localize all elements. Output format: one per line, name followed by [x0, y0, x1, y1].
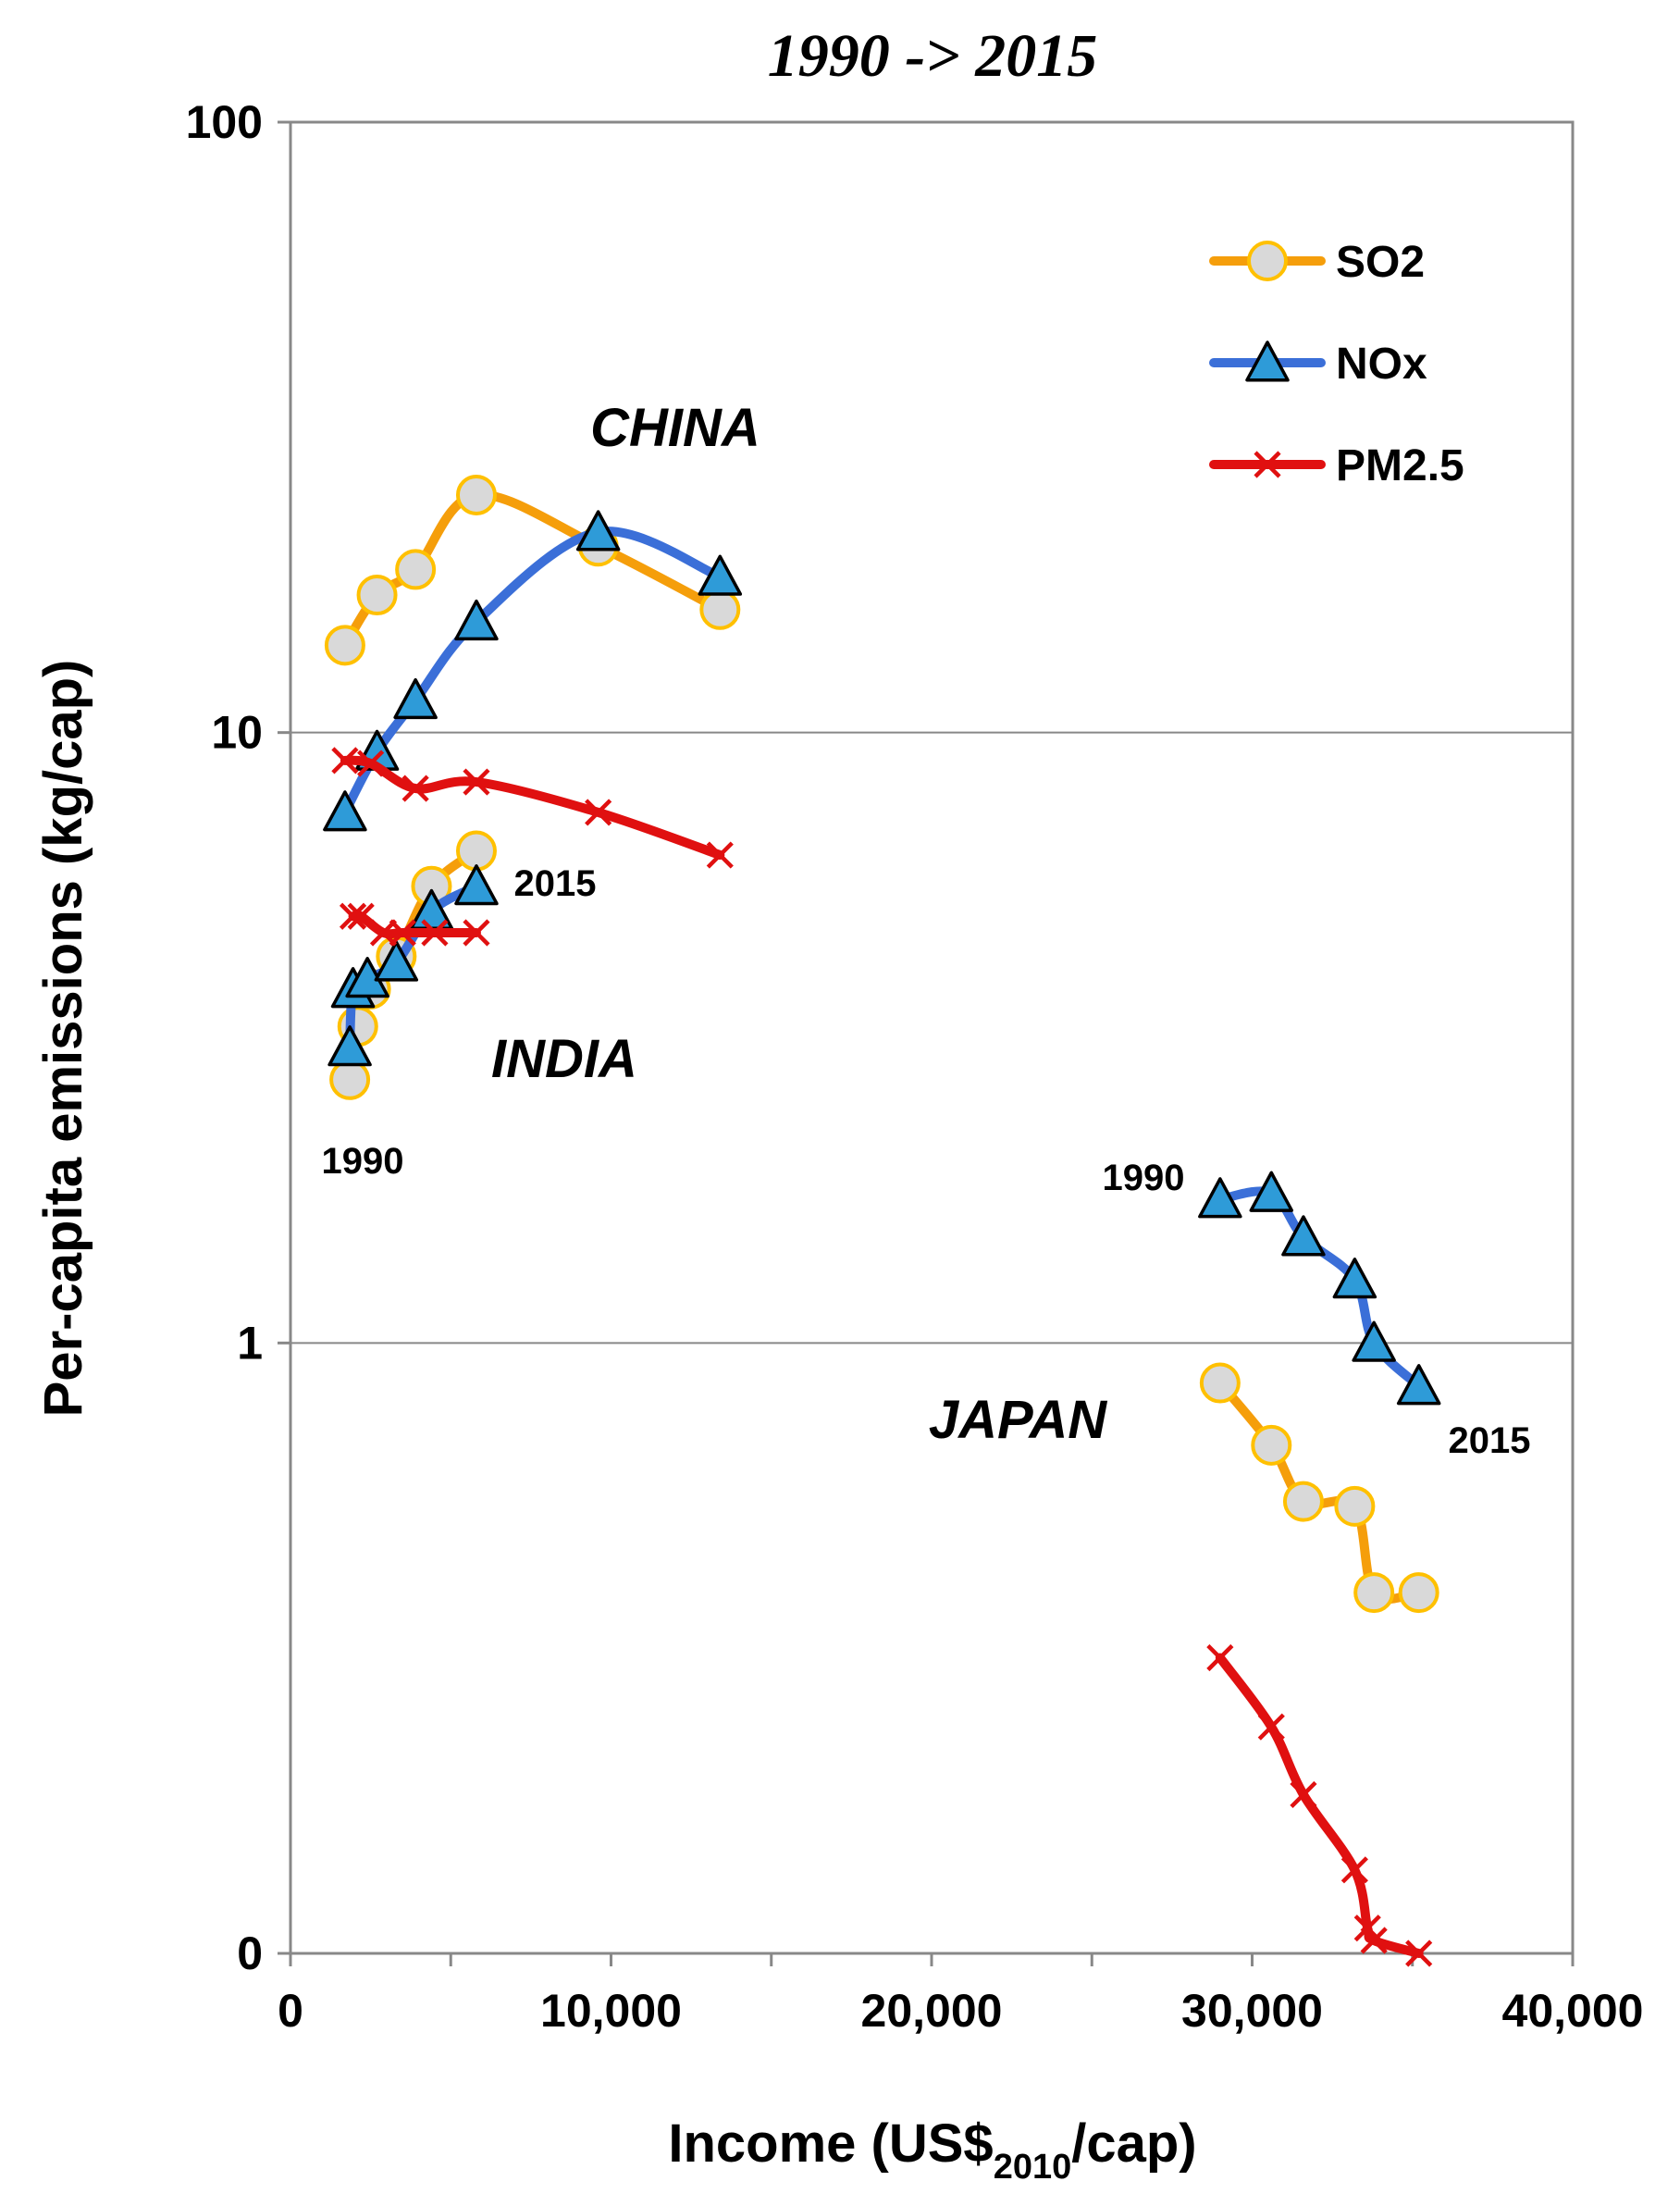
point-china-pm2-5: [401, 775, 429, 802]
x-tick-label: 10,000: [540, 1985, 682, 2037]
point-japan-pm2-5: [1340, 1856, 1368, 1884]
legend-swatch-marker: [1245, 341, 1290, 382]
y-axis-label: Per-capita emissions (kg/cap): [33, 660, 93, 1418]
japan-end-year-label: 2015: [1449, 1420, 1531, 1461]
point-china-nox: [454, 599, 499, 641]
point-japan-pm2-5: [1405, 1940, 1433, 1967]
point-india-nox: [454, 864, 499, 906]
point-india-pm2-5: [347, 902, 375, 930]
point-japan-pm2-5: [1360, 1927, 1388, 1954]
x-tick-label: 30,000: [1181, 1985, 1323, 2037]
region-label-india: INDIA: [491, 1029, 637, 1089]
point-japan-nox: [1352, 1320, 1396, 1362]
point-japan-pm2-5: [1290, 1780, 1317, 1809]
legend-label: NOx: [1336, 340, 1427, 389]
india-start-year-label: 1990: [322, 1141, 404, 1182]
legend: SO2 NOx PM2.5: [1209, 238, 1464, 490]
legend-item-so2: SO2: [1209, 238, 1425, 287]
y-tick-label: 0: [237, 1927, 263, 1979]
x-tick-label: 40,000: [1502, 1985, 1644, 2037]
point-india-nox: [327, 1025, 372, 1067]
point-china-pm2-5: [331, 747, 359, 775]
gridlines: [290, 121, 1573, 1954]
point-china-so2: [395, 549, 437, 590]
point-india-so2: [329, 1059, 371, 1100]
point-china-so2: [324, 625, 365, 666]
point-china-pm2-5: [463, 768, 490, 796]
point-china-so2: [356, 575, 398, 616]
x-axis-label-main: Income (US$: [668, 2113, 993, 2174]
point-japan-so2: [1334, 1485, 1376, 1527]
legend-label: PM2.5: [1336, 441, 1464, 490]
line-japan-pm2-5: [1215, 1653, 1424, 1958]
point-china-pm2-5: [706, 841, 734, 869]
japan-start-year-label: 1990: [1103, 1158, 1185, 1198]
point-india-nox: [374, 940, 419, 982]
legend-swatch-marker: [1254, 451, 1281, 478]
y-tick-label: 10: [211, 707, 263, 759]
point-japan-so2: [1398, 1572, 1439, 1614]
x-axis-label: Income (US$2010/cap): [668, 2113, 1196, 2187]
point-china-pm2-5: [357, 750, 385, 777]
x-tick-label: 20,000: [861, 1985, 1003, 2037]
region-label-china: CHINA: [590, 398, 760, 458]
point-japan-so2: [1199, 1362, 1241, 1404]
point-india-so2: [455, 830, 497, 872]
point-india-pm2-5: [369, 919, 398, 947]
region-label-japan: JAPAN: [929, 1390, 1107, 1450]
point-china-so2: [699, 589, 741, 630]
legend-label: SO2: [1336, 238, 1425, 287]
point-china-nox: [393, 677, 438, 720]
point-india-pm2-5: [389, 919, 416, 947]
legend-item-pm2-5: PM2.5: [1209, 441, 1464, 490]
point-japan-nox: [1332, 1258, 1377, 1299]
series-china-pm2-5: [331, 747, 734, 869]
point-japan-nox: [1396, 1364, 1441, 1406]
point-japan-so2: [1282, 1481, 1324, 1522]
x-tick-label: 0: [278, 1985, 303, 2037]
point-china-nox: [698, 554, 743, 596]
x-axis-label-subscript: 2010: [994, 2148, 1072, 2187]
point-japan-so2: [1353, 1572, 1395, 1614]
chart-title: 1990 -> 2015: [768, 22, 1098, 90]
data-series: [323, 474, 1441, 1967]
series-india-pm2-5: [339, 902, 490, 947]
plot-area: [289, 120, 1575, 1955]
y-tick-label: 1: [237, 1317, 263, 1369]
y-tick-label: 100: [186, 96, 263, 148]
axes: 0 1 10 100 0 10,000 20,000 30,000 40,000: [186, 96, 1644, 2037]
series-japan-so2: [1199, 1362, 1439, 1614]
legend-swatch-marker: [1247, 241, 1288, 281]
point-japan-so2: [1251, 1424, 1292, 1466]
point-india-pm2-5: [463, 919, 490, 947]
point-india-pm2-5: [339, 902, 367, 930]
series-china-nox: [323, 510, 743, 832]
series-india-nox: [327, 864, 499, 1067]
series-japan-nox: [1198, 1171, 1441, 1406]
point-japan-nox: [1249, 1171, 1294, 1212]
point-china-pm2-5: [585, 799, 612, 826]
point-japan-nox: [1198, 1177, 1242, 1219]
point-china-nox: [575, 510, 621, 552]
series-japan-pm2-5: [1206, 1643, 1433, 1967]
point-japan-nox: [1281, 1215, 1326, 1257]
line-china-pm2-5: [340, 755, 725, 861]
point-japan-pm2-5: [1257, 1713, 1285, 1741]
point-india-pm2-5: [421, 919, 449, 947]
point-japan-pm2-5: [1206, 1643, 1234, 1672]
legend-item-nox: NOx: [1209, 340, 1427, 389]
series-china-so2: [324, 474, 741, 666]
x-axis-label-end: /cap): [1071, 2113, 1196, 2174]
point-china-nox: [323, 790, 367, 832]
point-china-so2: [455, 474, 497, 515]
india-end-year-label: 2015: [514, 863, 597, 904]
